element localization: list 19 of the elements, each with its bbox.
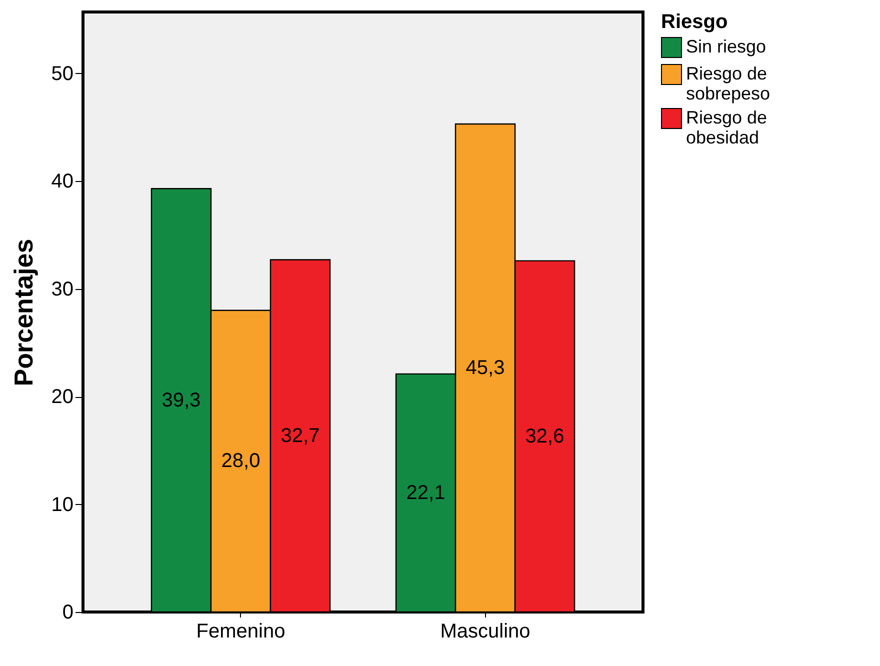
legend-label: Sin riesgo <box>686 36 766 56</box>
y-tick-label: 50 <box>51 62 74 85</box>
legend-label: Riesgo de obesidad <box>686 108 768 148</box>
data-label: 45,3 <box>466 357 505 380</box>
y-tick-label: 10 <box>51 494 74 516</box>
y-tick-label: 30 <box>51 278 74 300</box>
x-tick-label: Masculino <box>440 620 530 642</box>
y-axis-title: Porcentajes <box>8 238 38 386</box>
data-label: 32,6 <box>525 425 564 448</box>
data-label: 39,3 <box>162 389 201 412</box>
y-tick-label: 40 <box>51 170 74 193</box>
data-label: 22,1 <box>406 482 446 504</box>
y-tick-label: 0 <box>62 602 74 624</box>
legend-title: Riesgo <box>661 11 728 33</box>
data-label: 28,0 <box>221 450 260 472</box>
data-label: 32,7 <box>280 424 320 447</box>
y-tick-label: 20 <box>51 386 74 408</box>
x-tick-label: Femenino <box>196 620 286 642</box>
legend-label: Riesgo de sobrepeso <box>686 64 770 104</box>
